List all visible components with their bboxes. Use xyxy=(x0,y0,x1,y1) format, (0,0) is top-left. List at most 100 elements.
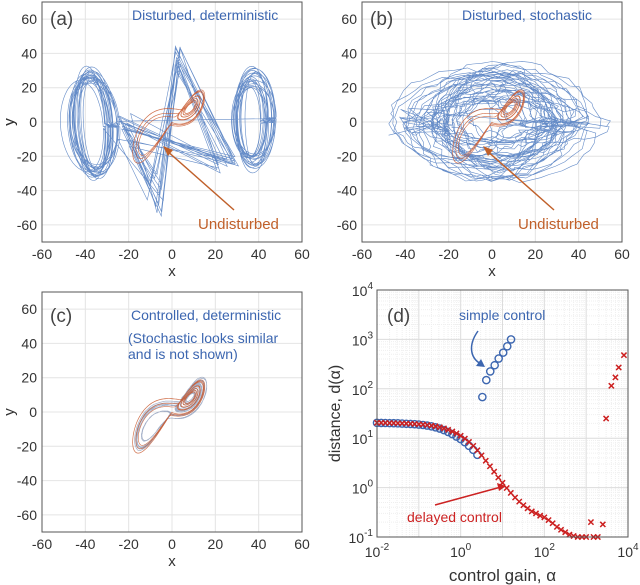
x-tick-label: 20 xyxy=(528,246,544,262)
delayed-control-point xyxy=(532,510,540,517)
delayed-control-arrowhead-icon xyxy=(497,483,506,491)
x-axis-label: x xyxy=(488,263,496,280)
x-tick-label: 10-2 xyxy=(365,542,390,560)
x-tick-label: 40 xyxy=(251,536,267,552)
delayed-control-point xyxy=(457,432,464,439)
delayed-control-point xyxy=(620,352,628,359)
delayed-control-point xyxy=(474,447,481,454)
y-tick-label: 100 xyxy=(352,479,374,497)
x-axis-label: x xyxy=(168,553,176,570)
y-tick-label: -60 xyxy=(17,217,37,233)
delayed-control-point xyxy=(599,521,606,528)
x-tick-label: -60 xyxy=(32,536,52,552)
x-tick-label: 0 xyxy=(168,536,176,552)
delayed-control-point xyxy=(524,505,531,512)
y-tick-label: -20 xyxy=(337,148,357,164)
simple-control-point xyxy=(494,354,503,363)
delayed-control-point xyxy=(570,532,577,540)
panel-b-undisturbed-label: Undisturbed xyxy=(518,216,599,233)
delayed-control-point xyxy=(478,452,485,459)
delayed-control-point xyxy=(436,424,443,431)
y-tick-label: 60 xyxy=(21,301,37,317)
simple-control-point xyxy=(506,335,516,344)
x-tick-label: 60 xyxy=(614,246,630,262)
delayed-control-point xyxy=(541,514,548,521)
x-tick-label: -40 xyxy=(75,536,95,552)
y-tick-label: -20 xyxy=(17,438,37,454)
simple-control-label: simple control xyxy=(459,307,545,323)
delayed-control-point xyxy=(612,374,619,381)
panel-b-arrow xyxy=(485,149,555,211)
y-tick-label: 60 xyxy=(341,11,357,27)
y-tick-label: 60 xyxy=(21,11,37,27)
panel-c-label: (c) xyxy=(50,306,72,327)
delayed-control-point xyxy=(449,428,456,435)
panel-a-arrowhead-icon xyxy=(163,146,173,156)
delayed-control-point xyxy=(495,474,502,481)
delayed-control-point xyxy=(608,382,615,389)
panel-a: -60 -40 -20 0 20 40 60 -60 -40 -20 0 20 40 60 x y xyxy=(1,1,310,280)
y-tick-label: 104 xyxy=(352,281,374,299)
simple-control-point xyxy=(490,360,499,370)
delayed-control-point xyxy=(602,415,610,422)
x-tick-label: 0 xyxy=(488,246,496,262)
axes-box xyxy=(361,1,623,243)
panel-c-title: Controlled, deterministic xyxy=(131,307,281,323)
delayed-control-point xyxy=(440,425,448,432)
y-tick-label: -60 xyxy=(337,217,357,233)
simple-control-point xyxy=(478,392,487,402)
delayed-control-point xyxy=(444,426,452,433)
y-tick-label: 102 xyxy=(352,380,374,398)
panel-a-title: Disturbed, deterministic xyxy=(132,7,278,23)
disturbed-trajectory xyxy=(60,45,277,218)
panel-d: 10-2 100 102 104 10-1 100 101 102 103 104 control … xyxy=(327,281,639,585)
y-tick-label: 0 xyxy=(349,114,357,130)
undisturbed-trajectory xyxy=(132,379,206,454)
panel-c-note-2: and is not shown) xyxy=(128,346,238,362)
panel-a-arrow xyxy=(165,149,235,211)
x-tick-label: 102 xyxy=(534,542,556,560)
delayed-control-point xyxy=(507,489,514,497)
simple-control-arrowhead-icon xyxy=(476,359,485,367)
x-tick-label: -20 xyxy=(119,536,139,552)
delayed-control-point xyxy=(553,523,561,531)
simple-control-point xyxy=(498,348,508,357)
panel-d-label: (d) xyxy=(387,306,410,327)
delayed-control-point xyxy=(528,508,535,515)
x-tick-label: 40 xyxy=(571,246,587,262)
undisturbed-trajectory xyxy=(132,89,206,164)
x-axis-label: control gain, α xyxy=(449,566,556,585)
y-tick-label: 101 xyxy=(352,429,374,447)
undisturbed-trajectory xyxy=(452,89,526,164)
y-tick-label: 103 xyxy=(352,330,374,348)
x-tick-label: 20 xyxy=(208,246,224,262)
x-tick-label: 60 xyxy=(294,246,310,262)
delayed-control-label: delayed control xyxy=(407,509,502,525)
y-tick-label: 40 xyxy=(21,335,37,351)
y-tick-label: -20 xyxy=(17,148,37,164)
simple-control-arrow xyxy=(470,330,482,365)
panel-a-label: (a) xyxy=(50,9,73,30)
y-tick-label: 10-1 xyxy=(349,528,374,546)
disturbed-trajectory xyxy=(388,61,611,183)
y-axis-label: y xyxy=(1,118,18,126)
delayed-control-point xyxy=(587,518,595,526)
y-tick-label: 40 xyxy=(21,45,37,61)
y-tick-label: 40 xyxy=(341,45,357,61)
x-tick-label: 40 xyxy=(251,246,267,262)
y-tick-label: -40 xyxy=(17,473,37,489)
panel-b: -60 -40 -20 0 20 40 60 -60 -40 -20 0 20 40 60 x y xyxy=(1,1,630,280)
y-tick-label: 0 xyxy=(29,404,37,420)
simple-control-point xyxy=(482,375,491,385)
axes-box xyxy=(376,289,629,538)
delayed-control-point xyxy=(537,512,544,519)
delayed-control-point xyxy=(566,531,573,538)
delayed-control-point xyxy=(615,364,622,371)
x-tick-label: -40 xyxy=(75,246,95,262)
y-tick-label: 0 xyxy=(29,114,37,130)
x-tick-label: 0 xyxy=(168,246,176,262)
delayed-control-point xyxy=(557,526,565,533)
x-tick-label: -60 xyxy=(32,246,52,262)
x-tick-label: 60 xyxy=(294,536,310,552)
